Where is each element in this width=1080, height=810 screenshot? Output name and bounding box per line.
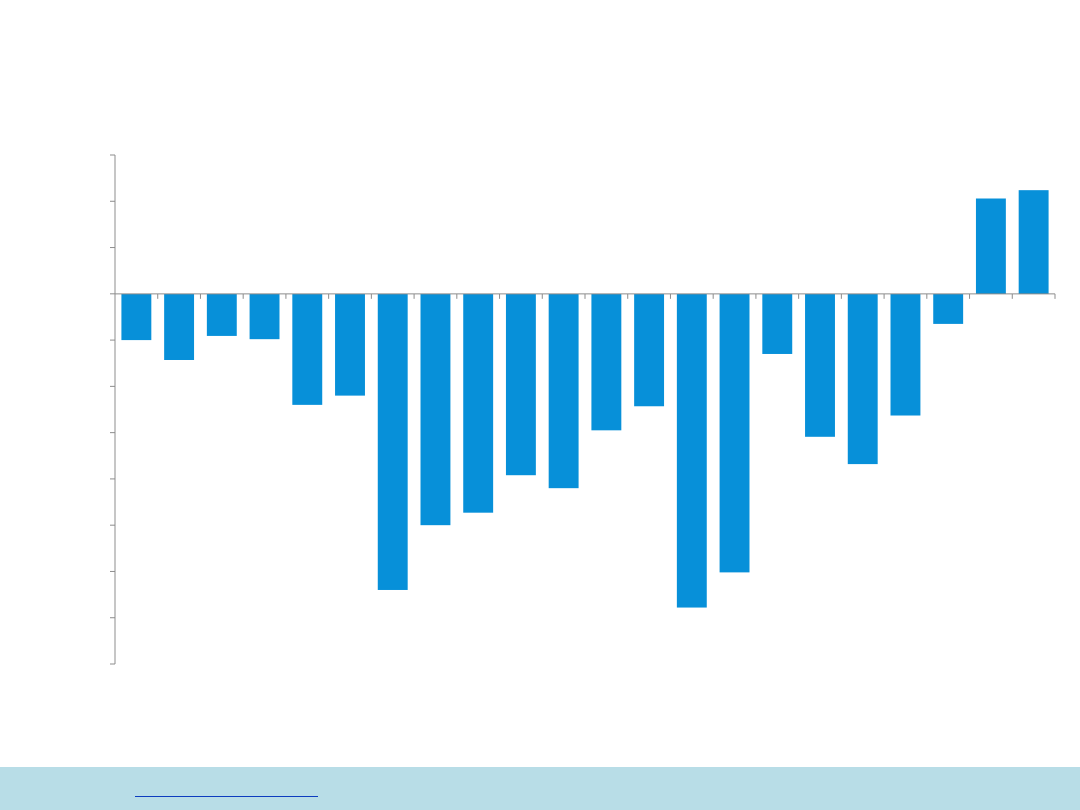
bar [548, 293, 579, 489]
bar [463, 293, 494, 513]
bar [249, 293, 280, 340]
bar [719, 293, 750, 573]
bar [1018, 190, 1049, 294]
bar [975, 198, 1006, 294]
bar [164, 293, 195, 360]
bar [634, 293, 665, 407]
bar [121, 293, 152, 341]
bar [890, 293, 921, 416]
bar-chart [110, 154, 1056, 665]
bar [762, 293, 793, 354]
bar [676, 293, 707, 608]
bar [847, 293, 878, 465]
bar [805, 293, 835, 437]
bar [420, 293, 451, 526]
bar [335, 293, 365, 396]
bar [505, 293, 536, 476]
bar [377, 293, 408, 590]
footer-bar [0, 767, 1080, 810]
axes [110, 154, 1056, 665]
bar [206, 293, 237, 336]
footer-link[interactable] [135, 774, 318, 797]
bar [292, 293, 323, 405]
bar-chart-svg [110, 154, 1056, 665]
bars [121, 190, 1049, 608]
bar [933, 293, 964, 324]
bar [591, 293, 622, 431]
